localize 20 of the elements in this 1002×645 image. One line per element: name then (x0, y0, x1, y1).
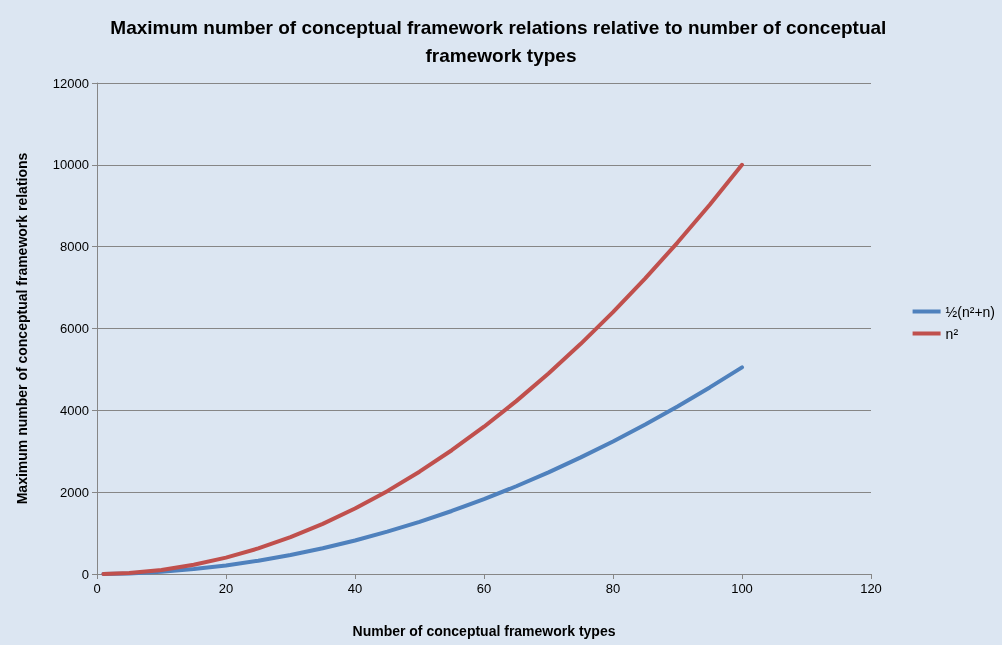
x-tick-label: 40 (347, 581, 363, 596)
chart-title: Maximum number of conceptual framework relations relative to number of conceptual framework types (110, 16, 892, 66)
legend-label: n² (945, 325, 959, 342)
y-tick-label: 8000 (60, 239, 89, 255)
x-tick-label: 0 (93, 581, 101, 596)
y-tick-label: 0 (81, 566, 89, 582)
x-tick-label: 120 (860, 581, 882, 596)
x-tick-label: 100 (731, 581, 753, 596)
x-tick-label: 20 (218, 581, 234, 596)
legend-label: ½(n²+n) (945, 303, 996, 320)
line-series (101, 162, 744, 576)
x-axis-title: Number of conceptual framework types (352, 623, 616, 639)
y-tick-label: 6000 (60, 321, 89, 336)
y-tick-label: 2000 (60, 484, 89, 500)
x-tick-label: 60 (476, 581, 492, 596)
y-tick-label: 12000 (52, 75, 89, 91)
y-tick-label: 4000 (60, 402, 89, 418)
y-axis-title: Maximum number of conceptual framework relations (14, 152, 30, 505)
x-tick-label: 80 (605, 581, 621, 596)
y-tick-label: 10000 (52, 157, 89, 173)
